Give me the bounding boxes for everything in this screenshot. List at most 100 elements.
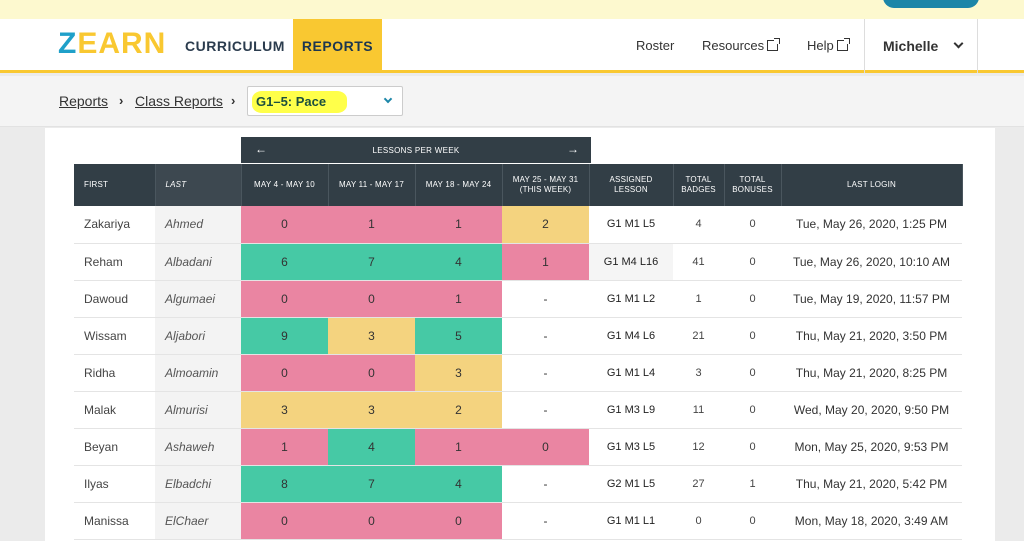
last-login: Tue, May 19, 2020, 11:57 PM xyxy=(781,280,962,318)
total-badges: 11 xyxy=(673,391,724,429)
header-first[interactable]: FIRST xyxy=(74,164,156,206)
student-last-name: Ashaweh xyxy=(155,428,241,466)
breadcrumb-separator: › xyxy=(231,93,236,108)
week-lessons-cell: - xyxy=(502,502,589,540)
last-login: Mon, May 18, 2020, 3:49 AM xyxy=(781,502,962,540)
week-lessons-cell: - xyxy=(502,391,589,429)
total-badges: 27 xyxy=(673,465,724,503)
total-bonuses: 0 xyxy=(724,354,781,392)
table-row[interactable]: Wissam Aljabori 9 3 5- G1 M4 L6 21 0 Thu, May 21… xyxy=(74,317,962,355)
pace-report-table: FIRST LAST MAY 4 - MAY 10 MAY 11 - MAY 17 MA… xyxy=(74,164,963,540)
total-bonuses: 0 xyxy=(724,502,781,540)
total-badges: 3 xyxy=(673,354,724,392)
assigned-lesson: G1 M4 L6 xyxy=(589,317,673,355)
week-lessons-cell: - xyxy=(502,280,589,318)
banner-button[interactable] xyxy=(883,0,979,8)
student-last-name: Albadani xyxy=(155,243,241,281)
week-lessons-cell: 6 xyxy=(241,243,328,281)
user-name: Michelle xyxy=(883,38,939,54)
top-banner xyxy=(0,0,1024,19)
student-first-name: Beyan xyxy=(74,428,155,466)
assigned-lesson: G1 M1 L2 xyxy=(589,280,673,318)
week-lessons-cell: 0 xyxy=(328,502,415,540)
table-row[interactable]: Reham Albadani 6 7 4 1 G1 M4 L16 41 0 Tue, May 26… xyxy=(74,243,962,281)
arrow-left-icon[interactable]: ← xyxy=(255,142,268,156)
week-lessons-cell: 3 xyxy=(328,391,415,429)
student-first-name: Manissa xyxy=(74,502,155,540)
table-row[interactable]: Beyan Ashaweh 1 4 1 0 G1 M3 L5 12 0 Mon, May 25, … xyxy=(74,428,962,466)
student-last-name: Aljabori xyxy=(155,317,241,355)
total-bonuses: 0 xyxy=(724,317,781,355)
table-row[interactable]: Dawoud Algumaei 0 0 1- G1 M1 L2 1 0 Tue, May 19,… xyxy=(74,280,962,318)
student-last-name: Algumaei xyxy=(155,280,241,318)
external-link-icon xyxy=(836,38,850,51)
roster-link[interactable]: Roster xyxy=(636,38,675,53)
week-lessons-cell: 0 xyxy=(328,354,415,392)
arrow-right-icon[interactable]: → xyxy=(567,142,580,156)
tab-curriculum[interactable]: CURRICULUM xyxy=(185,38,285,54)
week-lessons-cell: 4 xyxy=(415,243,502,281)
breadcrumb-separator: › xyxy=(119,93,124,108)
week-lessons-cell: 0 xyxy=(241,502,328,540)
student-first-name: Dawoud xyxy=(74,280,155,318)
assigned-lesson: G1 M3 L5 xyxy=(589,428,673,466)
total-badges: 0 xyxy=(673,502,724,540)
week-lessons-cell: 0 xyxy=(241,354,328,392)
table-row[interactable]: Ilyas Elbadchi 8 7 4- G2 M1 L5 27 1 Thu, May 21,… xyxy=(74,465,962,503)
assigned-lesson: G1 M1 L4 xyxy=(589,354,673,392)
total-bonuses: 0 xyxy=(724,428,781,466)
total-bonuses: 0 xyxy=(724,243,781,281)
week-lessons-cell: 4 xyxy=(328,428,415,466)
total-bonuses: 0 xyxy=(724,391,781,429)
table-row[interactable]: Ridha Almoamin 0 0 3- G1 M1 L4 3 0 Thu, May 21, … xyxy=(74,354,962,392)
student-first-name: Zakariya xyxy=(74,206,155,244)
week-lessons-cell: 0 xyxy=(241,206,328,244)
logo-text: EARN xyxy=(77,27,167,60)
week-lessons-cell: - xyxy=(502,465,589,503)
help-link[interactable]: Help xyxy=(807,19,850,73)
header-last[interactable]: LAST xyxy=(155,164,242,206)
week-lessons-cell: 1 xyxy=(415,428,502,466)
tab-reports[interactable]: REPORTS xyxy=(293,19,382,73)
last-login: Wed, May 20, 2020, 9:50 PM xyxy=(781,391,962,429)
breadcrumb-reports[interactable]: Reports xyxy=(59,93,109,109)
last-login: Tue, May 26, 2020, 1:25 PM xyxy=(781,206,962,244)
resources-link[interactable]: Resources xyxy=(702,19,781,73)
table-row[interactable]: Manissa ElChaer 0 0 0- G1 M1 L1 0 0 Mon, May 18,… xyxy=(74,502,962,540)
navbar: Z EARN CURRICULUM REPORTS Roster Resource… xyxy=(0,19,1024,73)
week-lessons-cell: 0 xyxy=(328,280,415,318)
report-select[interactable]: G1–5: Pace xyxy=(247,86,403,116)
table-row[interactable]: Zakariya Ahmed 0 1 1 2 G1 M1 L5 4 0 Tue, May 26, … xyxy=(74,206,962,244)
table-row[interactable]: Malak Almurisi 3 3 2- G1 M3 L9 11 0 Wed, May 20,… xyxy=(74,391,962,429)
week-lessons-cell: 7 xyxy=(328,243,415,281)
week-lessons-cell: 2 xyxy=(502,206,589,244)
header-assigned-lesson: ASSIGNED LESSON xyxy=(589,164,674,206)
week-lessons-cell: 3 xyxy=(328,317,415,355)
week-lessons-cell: - xyxy=(502,317,589,355)
assigned-lesson: G1 M1 L5 xyxy=(589,206,673,244)
student-last-name: Almurisi xyxy=(155,391,241,429)
student-first-name: Wissam xyxy=(74,317,155,355)
chevron-down-icon xyxy=(383,94,393,104)
breadcrumb-class-reports[interactable]: Class Reports xyxy=(135,93,223,109)
week-lessons-cell: 0 xyxy=(502,428,589,466)
zearn-logo[interactable]: Z EARN xyxy=(58,27,167,60)
week-lessons-cell: 0 xyxy=(415,502,502,540)
student-first-name: Ilyas xyxy=(74,465,155,503)
user-menu[interactable]: Michelle xyxy=(864,19,978,73)
total-badges: 12 xyxy=(673,428,724,466)
week-lessons-cell: 3 xyxy=(241,391,328,429)
week-lessons-cell: 1 xyxy=(415,280,502,318)
week-lessons-cell: 7 xyxy=(328,465,415,503)
week-lessons-cell: 4 xyxy=(415,465,502,503)
total-badges: 1 xyxy=(673,280,724,318)
header-week-1: MAY 4 - MAY 10 xyxy=(241,164,329,206)
header-week-4: MAY 25 - MAY 31 (THIS WEEK) xyxy=(502,164,590,206)
last-login: Mon, May 25, 2020, 9:53 PM xyxy=(781,428,962,466)
lessons-per-week-header: ← LESSONS PER WEEK → xyxy=(241,137,591,163)
week-lessons-cell: 2 xyxy=(415,391,502,429)
student-last-name: Elbadchi xyxy=(155,465,241,503)
assigned-lesson: G1 M4 L16 xyxy=(589,243,673,281)
resources-label: Resources xyxy=(702,38,765,53)
header-total-bonuses: TOTAL BONUSES xyxy=(724,164,782,206)
